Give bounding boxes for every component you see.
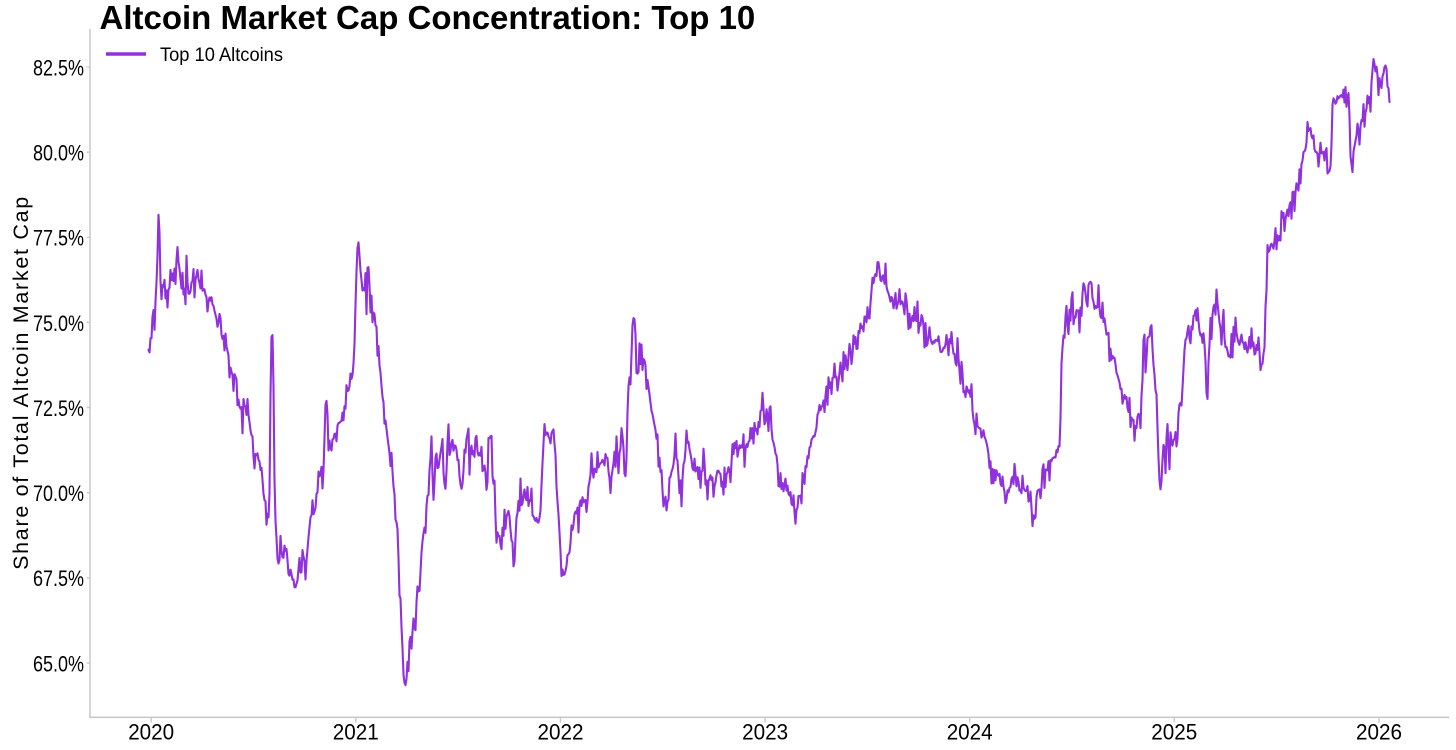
svg-text:Altcoin Market Cap Concentrati: Altcoin Market Cap Concentration: Top 10 [100, 0, 756, 36]
svg-text:75.0%: 75.0% [33, 311, 84, 336]
svg-text:80.0%: 80.0% [33, 141, 84, 166]
svg-text:65.0%: 65.0% [33, 651, 84, 676]
svg-text:67.5%: 67.5% [33, 566, 84, 591]
svg-text:70.0%: 70.0% [33, 481, 84, 506]
svg-text:2024: 2024 [947, 720, 993, 745]
svg-text:2026: 2026 [1356, 720, 1402, 745]
svg-text:2025: 2025 [1151, 720, 1197, 745]
svg-text:2023: 2023 [742, 720, 788, 745]
svg-text:2022: 2022 [538, 720, 584, 745]
svg-text:2020: 2020 [128, 720, 174, 745]
svg-text:82.5%: 82.5% [33, 55, 84, 80]
svg-text:77.5%: 77.5% [33, 226, 84, 251]
svg-text:72.5%: 72.5% [33, 396, 84, 421]
svg-text:2021: 2021 [333, 720, 379, 745]
svg-text:Share of Total Altcoin Market: Share of Total Altcoin Market Cap [9, 195, 33, 570]
svg-text:Top 10 Altcoins: Top 10 Altcoins [160, 44, 283, 66]
